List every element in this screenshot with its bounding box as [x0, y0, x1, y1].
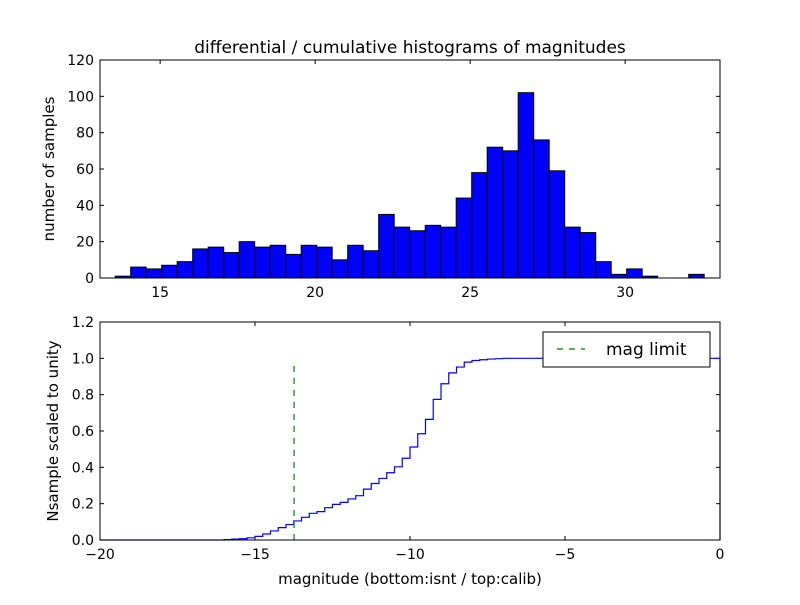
top-ylabel: number of samples	[40, 96, 58, 241]
y-tick-label: 0.2	[72, 497, 94, 513]
y-tick-label: 0	[85, 271, 94, 287]
histogram-bar	[610, 273, 628, 279]
histogram-bar	[176, 261, 194, 279]
histogram-bar	[626, 268, 643, 279]
histogram-bar	[331, 259, 349, 279]
x-tick-label: 0	[716, 547, 725, 563]
bottom-axes: −20 −15 −10 −5 0 0.0 0.2 0.4 0.6 0.8 1.0 1.2	[72, 315, 725, 563]
histogram-bar	[688, 273, 705, 279]
histogram-bar	[486, 146, 504, 279]
chart-title: differential / cumulative histograms of …	[194, 38, 626, 58]
histogram-bar	[192, 248, 209, 279]
histogram-bar	[548, 170, 566, 279]
x-tick-label: 25	[461, 285, 479, 301]
y-tick-label: 20	[76, 235, 94, 251]
histogram-bar	[347, 244, 364, 279]
histogram-bar	[362, 250, 380, 279]
x-tick-label: 20	[306, 285, 324, 301]
top-axes: 15 20 25 30 0 20 40 60 80 100 120	[67, 53, 721, 301]
bottom-xlabel: magnitude (bottom:isnt / top:calib)	[278, 570, 542, 588]
histogram-bar	[207, 246, 225, 279]
histogram-bar	[378, 213, 395, 279]
x-tick-label: −20	[85, 547, 115, 563]
y-tick-label: 1.2	[72, 315, 94, 331]
legend: mag limit	[542, 331, 711, 368]
x-tick-label: −15	[240, 547, 270, 563]
histogram-bar	[161, 264, 178, 279]
histogram-bar	[533, 139, 550, 279]
histogram-bar	[595, 261, 612, 279]
histogram-bar	[455, 197, 473, 279]
histogram-bar	[300, 244, 318, 279]
histogram-bar	[564, 226, 581, 279]
histogram-bar	[316, 246, 333, 279]
y-tick-label: 120	[67, 53, 94, 69]
x-tick-label: 30	[616, 285, 634, 301]
y-tick-label: 80	[76, 126, 94, 142]
histogram-bar	[285, 253, 302, 279]
y-tick-label: 0.0	[72, 533, 94, 549]
histogram-bar	[440, 226, 457, 279]
y-tick-label: 40	[76, 198, 94, 214]
y-tick-label: 1.0	[72, 351, 94, 367]
bottom-ylabel: Nsample scaled to unity	[44, 340, 62, 521]
histogram-bar	[424, 224, 442, 279]
histogram-bar	[254, 246, 271, 279]
histogram-bar	[223, 252, 240, 279]
y-tick-label: 100	[67, 89, 94, 105]
axes-frame	[99, 321, 721, 541]
y-tick-label: 0.4	[72, 460, 94, 476]
cumulative-step-line	[100, 357, 721, 541]
y-tick-label: 60	[76, 162, 94, 178]
legend-label: mag limit	[606, 340, 687, 360]
histogram-bar	[409, 230, 426, 279]
x-tick-label: −5	[555, 547, 576, 563]
axes-frame	[99, 59, 721, 279]
y-tick-label: 0.8	[72, 388, 94, 404]
y-tick-label: 0.6	[72, 424, 94, 440]
histogram-bar	[238, 241, 256, 279]
histogram-bar	[393, 226, 411, 279]
histogram-bar	[130, 266, 147, 279]
histogram-bar	[269, 244, 287, 279]
x-tick-label: −10	[395, 547, 425, 563]
histogram-bar	[579, 232, 597, 279]
histogram-bar	[517, 92, 535, 279]
histogram-bar	[502, 150, 519, 279]
histogram-bar	[145, 268, 163, 279]
histogram-bar	[471, 172, 488, 279]
x-tick-label: 15	[151, 285, 169, 301]
